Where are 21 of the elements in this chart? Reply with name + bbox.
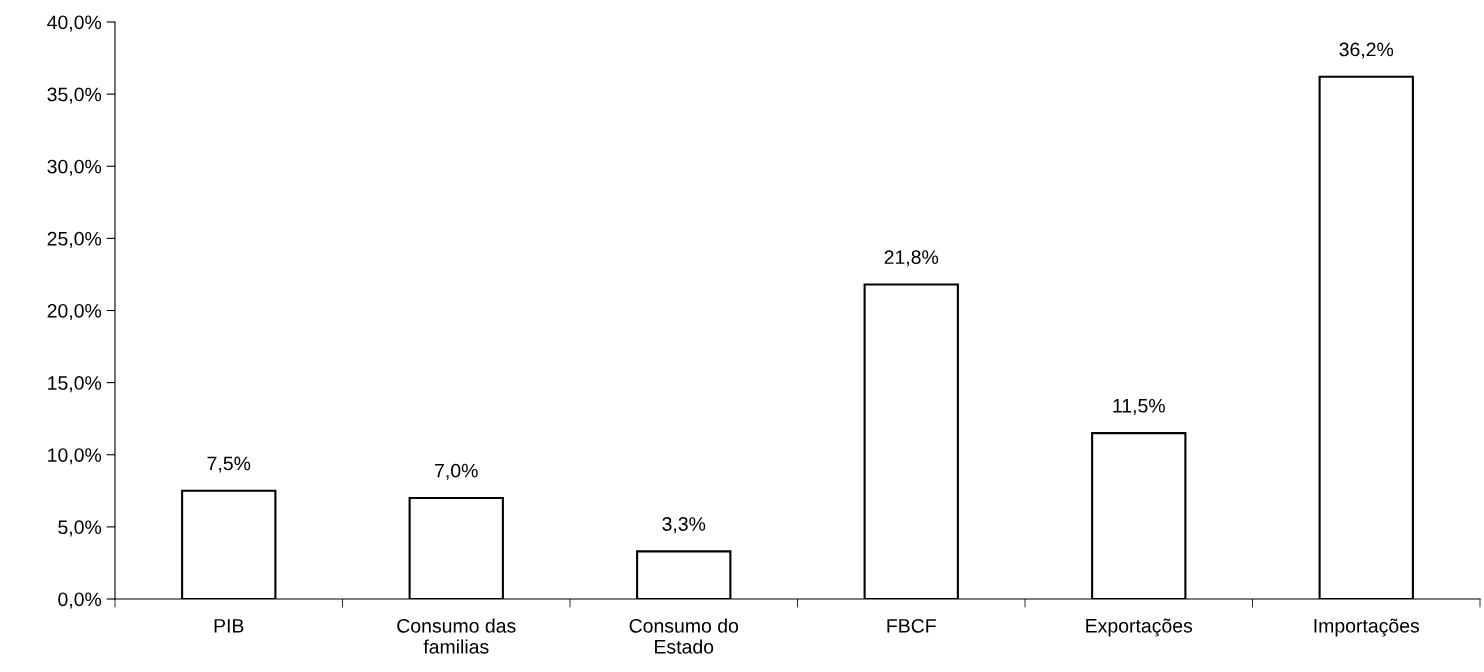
- data-label: 7,5%: [207, 456, 251, 473]
- x-tick-label: FBCF: [887, 618, 936, 633]
- y-tick-label: 0,0%: [58, 592, 102, 609]
- data-label: 21,8%: [884, 250, 939, 267]
- y-tick-label: 30,0%: [47, 159, 102, 176]
- y-tick-label: 25,0%: [47, 231, 102, 248]
- data-label: 36,2%: [1339, 42, 1394, 59]
- y-tick-label: 10,0%: [48, 448, 102, 465]
- y-tick-label: 5,0%: [58, 520, 102, 537]
- y-tick-label: 20,0%: [47, 303, 102, 321]
- data-label: 3,3%: [662, 517, 706, 534]
- y-tick-label: 35,0%: [47, 87, 102, 104]
- y-tick-label: 40,0%: [47, 15, 102, 32]
- y-tick-label: 15,0%: [48, 376, 102, 393]
- data-label: 11,5%: [1113, 398, 1165, 415]
- data-label: 7,0%: [435, 463, 478, 480]
- x-tick-label: Consumo das familias: [397, 618, 516, 654]
- x-tick-label: PIB: [214, 619, 244, 633]
- x-tick-label: Importações: [1314, 618, 1420, 637]
- x-tick-label: Exportações: [1086, 618, 1193, 637]
- x-tick-label: Consumo do Estado: [629, 618, 739, 654]
